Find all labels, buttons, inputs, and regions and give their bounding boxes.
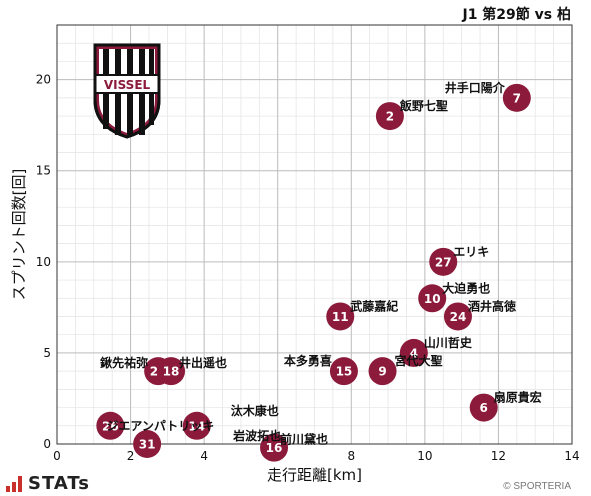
point-number: 10 bbox=[424, 292, 441, 306]
y-tick-label: 10 bbox=[36, 255, 51, 269]
data-point: 14 bbox=[182, 411, 211, 440]
point-marker bbox=[502, 83, 531, 112]
point-marker bbox=[429, 247, 458, 276]
point-number: 24 bbox=[450, 310, 467, 324]
x-tick-label: 0 bbox=[53, 449, 61, 463]
data-point: 26 bbox=[96, 411, 125, 440]
point-marker bbox=[329, 357, 358, 386]
y-tick-label: 20 bbox=[36, 73, 51, 87]
data-point: 27 bbox=[429, 247, 458, 276]
point-label: 飯野七聖 bbox=[399, 98, 448, 113]
data-point: 11 bbox=[326, 302, 355, 331]
data-point: 10 bbox=[418, 284, 447, 313]
point-number: 2 bbox=[386, 110, 394, 124]
point-label: 本多勇喜 bbox=[284, 353, 332, 368]
point-label: 井手口陽介 bbox=[445, 80, 506, 95]
point-marker bbox=[443, 302, 472, 331]
point-label: 汰木康也 bbox=[231, 403, 279, 418]
point-number: 14 bbox=[188, 419, 205, 433]
point-number: 7 bbox=[513, 91, 521, 105]
y-tick-label: 5 bbox=[43, 346, 51, 360]
data-point: 7 bbox=[502, 83, 531, 112]
logo-wordmark: VISSEL bbox=[104, 78, 151, 92]
point-number: 16 bbox=[266, 441, 283, 455]
x-axis-label: 走行距離[km] bbox=[267, 466, 362, 484]
x-tick-label: 4 bbox=[200, 449, 208, 463]
point-label: 井出遥也 bbox=[179, 355, 227, 370]
point-number: 31 bbox=[139, 438, 156, 452]
point-label: 酒井高徳 bbox=[468, 298, 516, 313]
data-point: 15 bbox=[329, 357, 358, 386]
point-marker bbox=[326, 302, 355, 331]
point-number: 11 bbox=[332, 310, 349, 324]
brand-name: STATs bbox=[28, 473, 90, 494]
data-point: 16 bbox=[260, 433, 289, 462]
x-tick-label: 2 bbox=[127, 449, 135, 463]
point-number: 6 bbox=[480, 401, 488, 415]
point-marker bbox=[96, 411, 125, 440]
data-point: 2 bbox=[375, 102, 404, 131]
point-label: 大迫勇也 bbox=[442, 280, 490, 295]
data-points: 722710241149152518626143116井手口陽介飯野七聖エリキ大… bbox=[96, 80, 542, 462]
x-tick-label: 14 bbox=[564, 449, 579, 463]
y-axis-label: スプリント回数[回] bbox=[10, 169, 28, 301]
point-number: 9 bbox=[378, 365, 386, 379]
point-label: 岩波拓也 bbox=[232, 428, 281, 443]
data-point: 6 bbox=[469, 393, 498, 422]
point-label: 鍬先祐弥 bbox=[100, 355, 148, 370]
point-marker bbox=[469, 393, 498, 422]
stats-bars-icon bbox=[6, 475, 22, 492]
x-tick-label: 8 bbox=[347, 449, 355, 463]
y-tick-label: 15 bbox=[36, 164, 51, 178]
point-number: 27 bbox=[435, 255, 452, 269]
data-point: 31 bbox=[133, 430, 162, 458]
x-tick-label: 12 bbox=[491, 449, 506, 463]
vissel-kobe-crest-icon: VISSEL bbox=[93, 43, 161, 139]
point-marker bbox=[399, 338, 428, 367]
point-label: 扇原貴宏 bbox=[494, 390, 542, 405]
point-marker bbox=[375, 102, 404, 131]
point-number: 4 bbox=[410, 346, 418, 360]
point-label: 武藤嘉紀 bbox=[350, 298, 398, 313]
point-label: 宮代大聖 bbox=[395, 353, 443, 368]
point-marker bbox=[157, 357, 186, 386]
data-point: 24 bbox=[443, 302, 472, 331]
y-tick-label: 0 bbox=[43, 437, 51, 451]
data-point: 18 bbox=[157, 357, 186, 386]
data-point: 9 bbox=[368, 357, 397, 386]
plot-border bbox=[56, 24, 573, 445]
point-label: 前川黛也 bbox=[280, 432, 328, 447]
point-marker bbox=[182, 411, 211, 440]
point-number: 15 bbox=[336, 365, 353, 379]
point-marker bbox=[418, 284, 447, 313]
x-tick-label: 10 bbox=[417, 449, 432, 463]
point-marker bbox=[368, 357, 397, 386]
point-label: 山川哲史 bbox=[424, 335, 473, 350]
brand-logo: STATs bbox=[6, 473, 90, 494]
point-label: ジエアンパトリッキ bbox=[106, 419, 214, 433]
point-marker bbox=[133, 430, 162, 458]
data-point: 4 bbox=[399, 338, 428, 367]
point-number: 18 bbox=[163, 365, 180, 379]
point-number: 26 bbox=[102, 419, 119, 433]
copyright: © SPORTERIA bbox=[503, 481, 571, 492]
match-title: J1 第29節 vs 柏 bbox=[462, 7, 571, 23]
point-marker bbox=[260, 433, 289, 462]
point-label: エリキ bbox=[453, 245, 489, 259]
